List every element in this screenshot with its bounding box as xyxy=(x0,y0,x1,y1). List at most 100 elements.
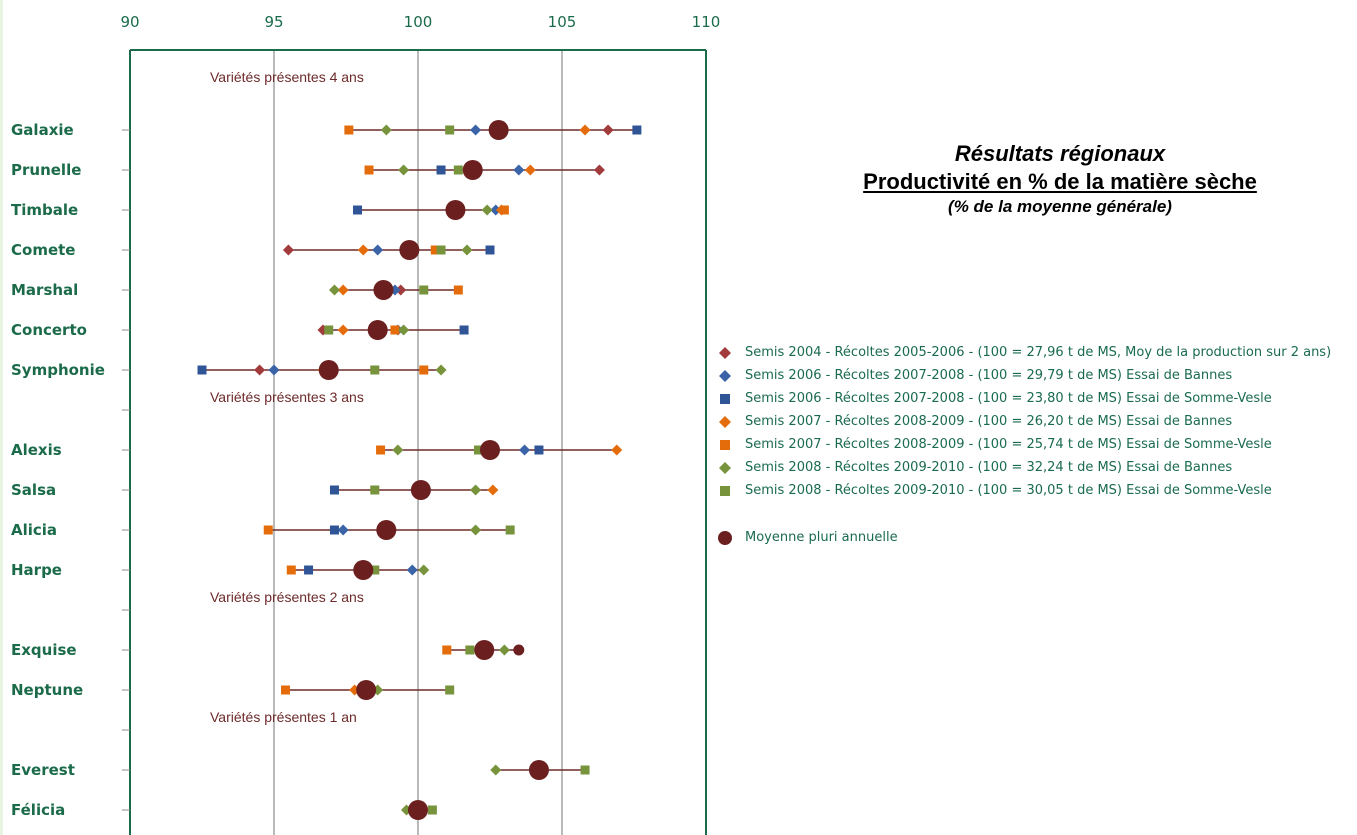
legend-marker xyxy=(720,394,730,404)
group-label: Variétés présentes 1 an xyxy=(210,709,357,725)
data-point-square xyxy=(281,685,291,695)
data-point-diamond xyxy=(490,764,502,776)
group-label: Variétés présentes 2 ans xyxy=(210,589,364,605)
category-label: Neptune xyxy=(11,681,83,699)
data-point-diamond xyxy=(470,524,482,536)
data-point-square xyxy=(344,125,354,135)
chart-legend: Semis 2004 - Récoltes 2005-2006 - (100 =… xyxy=(714,341,1354,549)
category-label: Everest xyxy=(11,761,75,779)
legend-marker xyxy=(719,416,731,428)
data-point-square xyxy=(436,245,446,255)
mean-point xyxy=(488,120,509,140)
data-point-square xyxy=(505,525,515,535)
data-point-square xyxy=(465,645,475,655)
data-point-square xyxy=(353,205,363,215)
data-point-diamond xyxy=(481,204,493,216)
data-point-square xyxy=(453,165,463,175)
mean-point xyxy=(462,160,483,180)
legend-item: Semis 2006 - Récoltes 2007-2008 - (100 =… xyxy=(714,364,1354,387)
mean-point xyxy=(480,440,500,460)
legend-label: Semis 2008 - Récoltes 2009-2010 - (100 =… xyxy=(745,483,1272,498)
data-point-square xyxy=(485,245,495,255)
data-point-square xyxy=(324,325,334,335)
legend-label: Semis 2007 - Récoltes 2008-2009 - (100 =… xyxy=(745,414,1233,429)
legend-label: Moyenne pluri annuelle xyxy=(745,530,898,545)
data-point-diamond xyxy=(337,324,349,336)
chart-title-line2: Productivité en % de la matière sèche xyxy=(863,169,1257,194)
data-point-diamond xyxy=(461,244,473,256)
data-point-diamond xyxy=(406,564,418,576)
legend-item: Semis 2006 - Récoltes 2007-2008 - (100 =… xyxy=(714,387,1354,410)
data-point-square xyxy=(442,645,452,655)
data-point-diamond xyxy=(372,244,384,256)
data-point-diamond xyxy=(392,444,404,456)
mean-point xyxy=(528,760,549,780)
mean-point xyxy=(445,200,466,220)
data-point-diamond xyxy=(357,244,369,256)
category-label: Symphonie xyxy=(11,361,105,379)
data-point-square xyxy=(473,445,483,455)
data-point-square xyxy=(445,685,455,695)
data-point-diamond xyxy=(398,164,410,176)
x-tick-label: 95 xyxy=(264,13,283,31)
mean-point xyxy=(474,640,495,660)
data-point-diamond xyxy=(498,644,510,656)
data-point-square xyxy=(304,565,314,575)
legend-marker xyxy=(719,347,731,359)
data-point-diamond xyxy=(513,164,525,176)
left-edge-strip xyxy=(0,0,3,835)
x-tick-label: 105 xyxy=(548,13,577,31)
data-point-square xyxy=(329,525,339,535)
data-point-square xyxy=(390,325,400,335)
data-point-square xyxy=(370,565,380,575)
data-point-diamond xyxy=(282,244,294,256)
data-point-diamond xyxy=(337,524,349,536)
category-label: Alicia xyxy=(11,521,57,539)
legend-label: Semis 2008 - Récoltes 2009-2010 - (100 =… xyxy=(745,460,1233,475)
data-point-diamond xyxy=(328,284,340,296)
mean-point xyxy=(399,240,420,260)
data-point-square xyxy=(370,365,380,375)
data-point-square xyxy=(430,245,440,255)
data-point-diamond xyxy=(602,124,614,136)
legend-marker xyxy=(720,440,730,450)
category-label: Salsa xyxy=(11,481,56,499)
data-point-square xyxy=(370,485,380,495)
category-label: Galaxie xyxy=(11,121,74,139)
category-label: Exquise xyxy=(11,641,77,659)
data-point-square xyxy=(286,565,296,575)
legend-marker xyxy=(719,370,731,382)
data-point-square xyxy=(580,765,590,775)
mean-point xyxy=(318,360,339,380)
data-point-square xyxy=(499,205,509,215)
data-point-diamond xyxy=(524,164,536,176)
data-point-square xyxy=(534,445,544,455)
data-point-diamond xyxy=(593,164,605,176)
data-point-diamond xyxy=(398,324,410,336)
data-point-diamond xyxy=(611,444,623,456)
legend-label: Semis 2006 - Récoltes 2007-2008 - (100 =… xyxy=(745,391,1272,406)
group-label: Variétés présentes 4 ans xyxy=(210,69,364,85)
data-point-square xyxy=(419,285,429,295)
legend-label: Semis 2004 - Récoltes 2005-2006 - (100 =… xyxy=(745,345,1332,360)
legend-marker xyxy=(719,462,731,474)
data-point-square xyxy=(427,805,437,815)
data-point-diamond xyxy=(254,364,266,376)
legend-label: Semis 2006 - Récoltes 2007-2008 - (100 =… xyxy=(745,368,1233,383)
legend-marker xyxy=(720,486,730,496)
legend-item: Semis 2008 - Récoltes 2009-2010 - (100 =… xyxy=(714,479,1354,502)
legend-item: Semis 2008 - Récoltes 2009-2010 - (100 =… xyxy=(714,456,1354,479)
legend-item: Semis 2007 - Récoltes 2008-2009 - (100 =… xyxy=(714,433,1354,456)
x-tick-label: 110 xyxy=(692,13,721,31)
mean-point xyxy=(376,520,397,540)
data-point-square xyxy=(419,365,429,375)
group-label: Variétés présentes 3 ans xyxy=(210,389,364,405)
x-tick-label: 100 xyxy=(404,13,433,31)
chart-title-line3: (% de la moyenne générale) xyxy=(948,197,1172,216)
mean-point xyxy=(513,644,525,656)
mean-point xyxy=(410,480,431,500)
category-label: Félicia xyxy=(11,801,65,819)
data-point-square xyxy=(445,125,455,135)
